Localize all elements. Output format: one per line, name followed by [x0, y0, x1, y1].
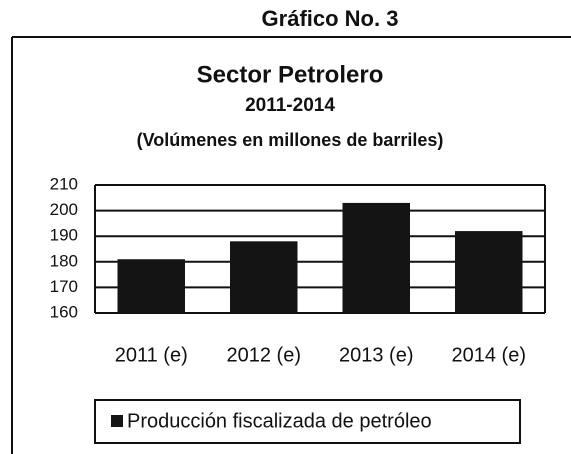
- x-tick-label: 2014 (e): [452, 344, 527, 366]
- y-tick-label: 170: [50, 277, 78, 296]
- legend-label: Producción fiscalizada de petróleo: [127, 410, 432, 432]
- bar: [230, 241, 298, 313]
- chart-caption: Gráfico No. 3: [262, 6, 399, 31]
- y-tick-label: 210: [50, 174, 78, 193]
- x-tick-label: 2013 (e): [339, 344, 414, 366]
- legend-swatch: [111, 415, 123, 427]
- bar: [342, 202, 410, 313]
- y-tick-label: 180: [50, 251, 78, 270]
- bar: [455, 231, 523, 313]
- chart-title: Sector Petrolero: [197, 61, 384, 88]
- y-tick-label: 190: [50, 226, 78, 245]
- unit-label: (Volúmenes en millones de barriles): [137, 130, 444, 150]
- x-tick-label: 2011 (e): [115, 344, 188, 366]
- y-tick-label: 200: [50, 200, 78, 219]
- bar: [117, 259, 185, 313]
- chart-subtitle: 2011-2014: [245, 95, 335, 116]
- x-tick-label: 2012 (e): [227, 344, 302, 366]
- y-tick-label: 160: [50, 302, 78, 321]
- legend-box: [94, 399, 521, 444]
